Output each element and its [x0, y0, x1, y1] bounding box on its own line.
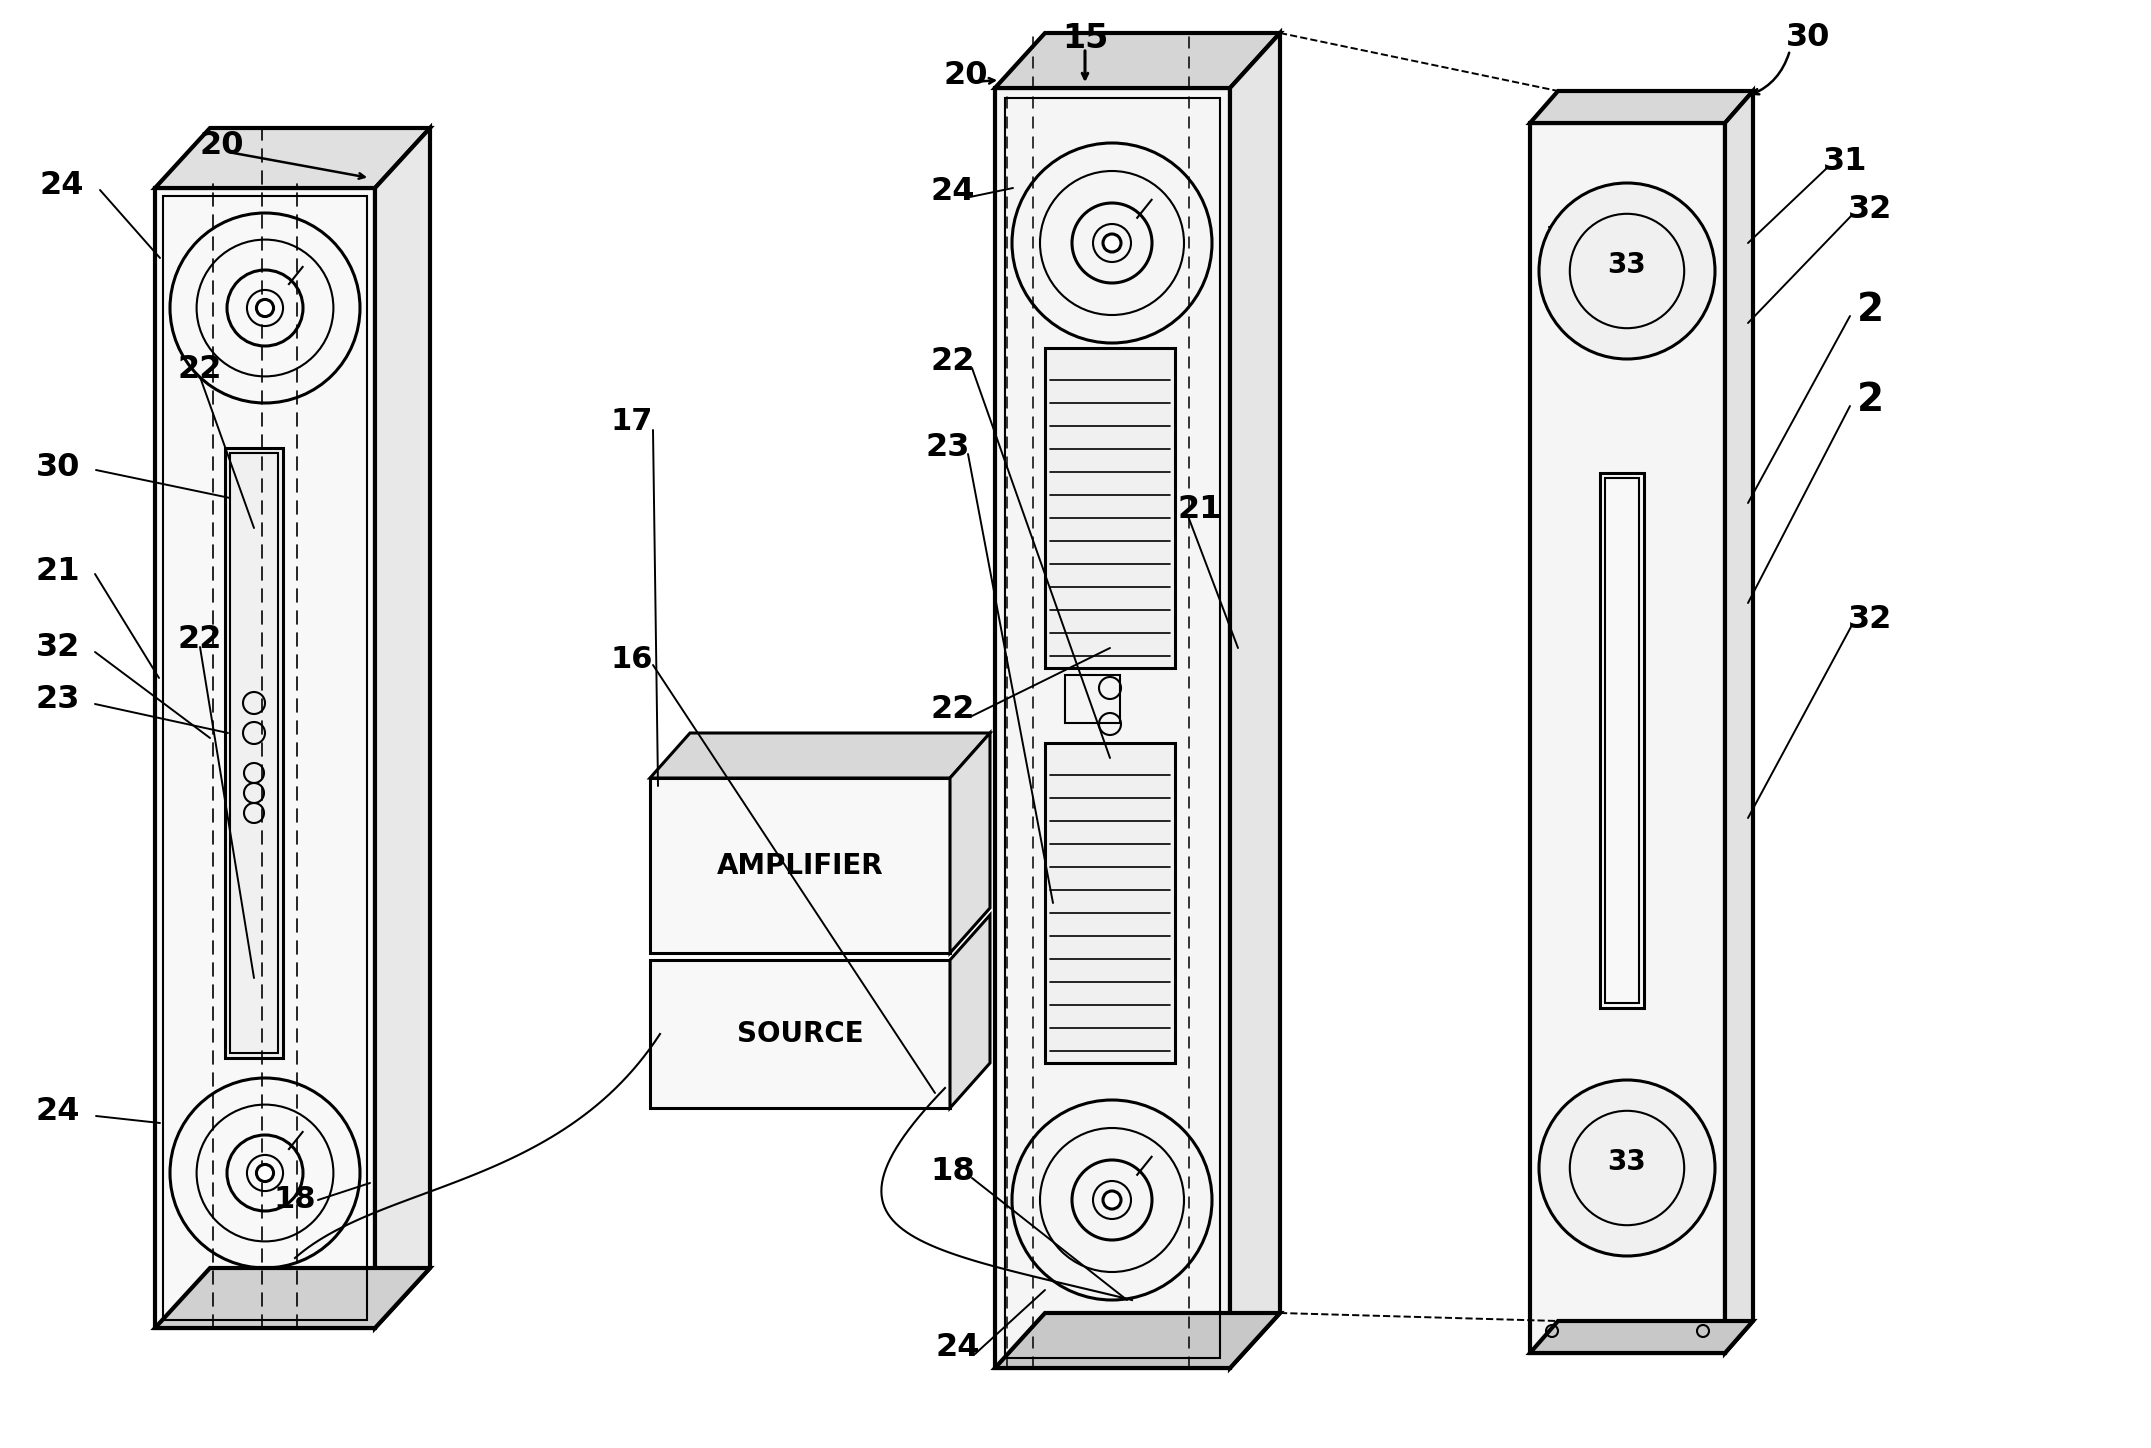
Polygon shape	[650, 733, 989, 778]
Bar	[1045, 743, 1174, 1063]
Bar	[163, 195, 368, 1321]
Polygon shape	[1529, 1321, 1753, 1352]
Text: 23: 23	[37, 685, 80, 715]
Text: 22: 22	[179, 624, 222, 656]
Text: 30: 30	[1785, 23, 1831, 54]
Polygon shape	[996, 1313, 1280, 1368]
Polygon shape	[996, 88, 1230, 1368]
Text: 33: 33	[1607, 251, 1646, 279]
Polygon shape	[374, 127, 430, 1328]
Text: 30: 30	[37, 452, 80, 484]
Polygon shape	[996, 33, 1280, 88]
Polygon shape	[155, 188, 374, 1328]
Text: 24: 24	[931, 177, 974, 207]
Polygon shape	[155, 127, 430, 188]
Text: 17: 17	[611, 407, 654, 436]
Polygon shape	[1529, 123, 1725, 1352]
Text: 15: 15	[1063, 22, 1108, 55]
Text: 24: 24	[39, 169, 84, 200]
Polygon shape	[155, 1268, 430, 1328]
Text: 2: 2	[1856, 291, 1884, 329]
Polygon shape	[951, 915, 989, 1108]
Text: 31: 31	[1822, 146, 1867, 178]
Text: SOURCE: SOURCE	[736, 1019, 863, 1048]
Bar	[1005, 98, 1220, 1358]
Text: 32: 32	[1848, 604, 1893, 636]
Text: 32: 32	[37, 633, 80, 663]
Text: 23: 23	[925, 433, 970, 463]
Text: 22: 22	[179, 355, 222, 385]
Polygon shape	[1725, 91, 1753, 1352]
Text: 22: 22	[931, 346, 974, 378]
Bar	[230, 453, 277, 1053]
Text: 20: 20	[944, 59, 987, 90]
Text: 24: 24	[936, 1332, 981, 1364]
Bar	[1600, 473, 1643, 1008]
Text: 24: 24	[37, 1096, 80, 1128]
Text: 18: 18	[931, 1157, 974, 1187]
Bar	[1605, 478, 1639, 1003]
Text: 2: 2	[1856, 381, 1884, 418]
Text: 32: 32	[1848, 194, 1893, 226]
Circle shape	[1103, 235, 1121, 252]
Text: 18: 18	[273, 1186, 316, 1215]
Text: 21: 21	[37, 556, 80, 588]
Polygon shape	[650, 960, 951, 1108]
Text: 16: 16	[611, 646, 654, 675]
Text: 21: 21	[1179, 495, 1222, 526]
Text: 33: 33	[1607, 1148, 1646, 1176]
Text: 20: 20	[200, 129, 245, 161]
Circle shape	[256, 300, 273, 317]
Circle shape	[1538, 182, 1714, 359]
Bar	[1045, 348, 1174, 668]
Polygon shape	[1230, 33, 1280, 1368]
Polygon shape	[650, 778, 951, 953]
Circle shape	[1538, 1080, 1714, 1255]
Circle shape	[256, 1164, 273, 1182]
Text: 22: 22	[931, 695, 974, 725]
Text: AMPLIFIER: AMPLIFIER	[716, 851, 884, 880]
Bar	[1065, 675, 1121, 723]
Polygon shape	[951, 733, 989, 953]
Circle shape	[1103, 1192, 1121, 1209]
Polygon shape	[1529, 91, 1753, 123]
Bar	[226, 447, 284, 1058]
